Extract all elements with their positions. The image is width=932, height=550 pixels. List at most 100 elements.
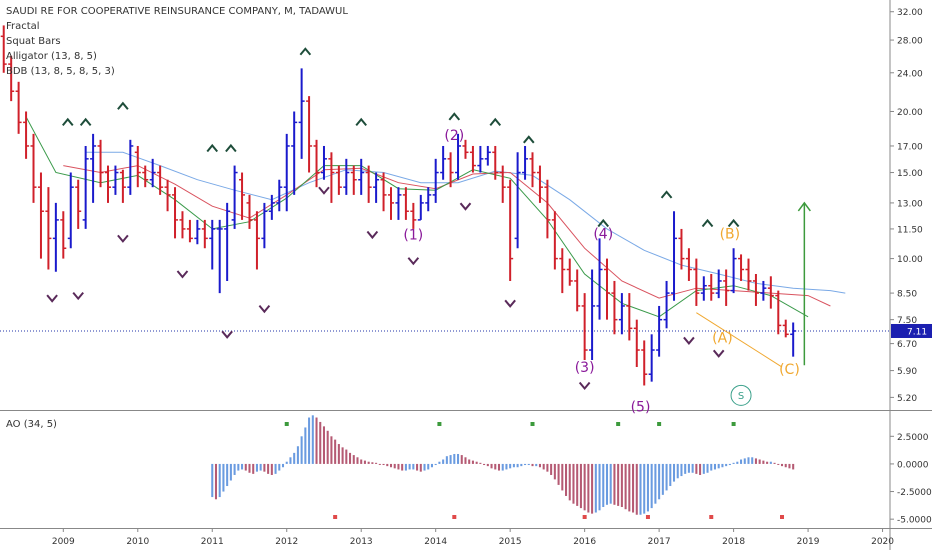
price-bar	[90, 133, 97, 203]
ao-bar	[308, 417, 311, 464]
ao-signal-up	[530, 422, 535, 426]
ao-bar	[576, 463, 579, 506]
ao-bar	[743, 458, 746, 464]
ao-bar	[613, 463, 616, 505]
fractal-up-icon	[299, 47, 312, 56]
time-tick-label: 2014	[424, 537, 447, 547]
price-bar	[410, 202, 417, 229]
ao-bar	[706, 463, 709, 473]
time-tick-label: 2013	[350, 537, 373, 547]
chart-title: SAUDI RE FOR COOPERATIVE REINSURANCE COM…	[6, 6, 348, 17]
ao-bar	[475, 461, 478, 464]
ao-bar	[360, 459, 363, 464]
ao-bar	[635, 463, 638, 515]
fractal-up-icon	[225, 143, 237, 153]
price-bar	[395, 187, 402, 220]
price-bar	[134, 145, 141, 188]
fractal-down-icon	[318, 186, 330, 195]
ao-bar	[527, 463, 530, 466]
price-bar	[782, 319, 789, 338]
ao-signal-down	[452, 515, 457, 519]
ao-bar	[650, 463, 653, 509]
alligator-jaw-line	[85, 151, 846, 294]
ao-signal-down	[645, 515, 650, 519]
ao-bar	[349, 452, 352, 464]
fractal-up-icon	[727, 218, 740, 228]
fractal-up-icon	[355, 117, 367, 127]
ao-bar	[632, 463, 635, 513]
ao-bar	[479, 462, 482, 464]
ao-bar	[334, 439, 337, 464]
ao-bar	[397, 463, 400, 470]
ao-bar	[713, 463, 717, 470]
price-tick-label: 5.90	[897, 367, 917, 377]
ao-bar	[345, 449, 348, 464]
legend-bdb: BDB (13, 8, 5, 8, 5, 3)	[6, 66, 115, 77]
price-bar	[268, 194, 275, 220]
ao-bar	[352, 455, 355, 464]
price-bar	[522, 145, 529, 180]
ao-bar	[434, 463, 437, 466]
ao-bar	[535, 463, 538, 467]
price-bar	[492, 145, 499, 180]
ao-signal-up	[437, 422, 442, 426]
fractal-down-icon	[504, 299, 516, 308]
ao-bar	[471, 460, 474, 464]
ao-bar	[401, 463, 404, 471]
time-tick-label: 2009	[52, 537, 75, 547]
time-tick-label: 2016	[573, 537, 596, 547]
wave-label: (2)	[444, 128, 464, 144]
ao-bar	[665, 463, 668, 491]
ao-bar	[702, 463, 705, 474]
price-bar	[790, 322, 797, 357]
price-bar	[157, 165, 164, 195]
ao-bar	[538, 463, 541, 468]
ao-bar	[658, 463, 661, 500]
price-bar	[469, 145, 476, 173]
price-bar	[566, 258, 573, 286]
price-bar	[97, 139, 104, 188]
price-bar	[752, 273, 759, 306]
ao-bar	[646, 463, 649, 512]
price-bar	[544, 179, 551, 239]
ao-bar	[341, 447, 344, 464]
ao-bar	[717, 463, 720, 469]
price-bar	[618, 293, 625, 335]
price-bar	[320, 145, 327, 180]
ao-bar	[762, 460, 765, 464]
wave-label: (3)	[575, 360, 595, 376]
ao-bar	[386, 463, 389, 467]
ao-bar	[751, 457, 754, 464]
price-tick-label: 20.00	[897, 108, 923, 118]
price-bar	[589, 269, 596, 361]
ao-bar	[241, 463, 244, 470]
ao-bar	[259, 463, 262, 471]
ao-tick-label: -5.0000	[897, 516, 932, 526]
fractal-up-icon	[117, 101, 129, 110]
ao-bar	[389, 463, 393, 468]
price-bar	[164, 179, 171, 212]
price-bar	[402, 187, 409, 220]
ao-bar	[438, 461, 441, 464]
price-bar	[142, 165, 149, 188]
time-tick-label: 2011	[201, 537, 224, 547]
ao-bar	[363, 460, 366, 464]
fractal-up-icon	[489, 117, 502, 127]
price-bar	[574, 269, 581, 312]
time-tick-label: 2010	[126, 537, 149, 547]
ao-bar	[728, 463, 731, 466]
ao-bar	[769, 461, 772, 464]
price-bar	[730, 248, 737, 294]
ao-bar	[494, 463, 497, 470]
ao-signal-up	[284, 422, 289, 426]
time-tick-label: 2018	[722, 537, 745, 547]
price-bar	[60, 211, 67, 259]
ao-bar	[289, 457, 292, 464]
ao-bar	[643, 463, 646, 514]
ao-bar	[550, 463, 553, 475]
ao-bar	[255, 463, 258, 472]
price-bar	[678, 228, 685, 270]
fractal-up-icon	[660, 190, 673, 199]
ao-bar	[211, 463, 214, 498]
